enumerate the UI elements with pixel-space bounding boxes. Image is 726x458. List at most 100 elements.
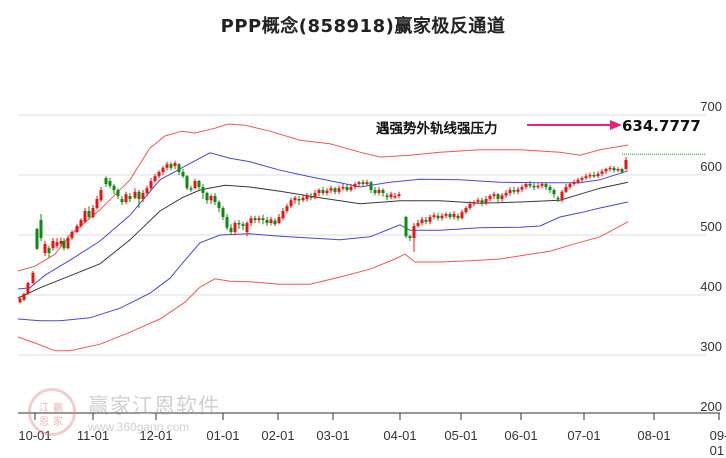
candle [440,213,444,221]
candle [297,196,301,205]
candle [31,271,35,285]
candle [468,201,472,210]
candle [22,292,26,301]
candle [624,157,628,171]
candle [185,175,189,190]
candle [261,214,265,225]
candle [572,179,576,186]
candle [428,214,432,225]
candle [124,191,128,204]
x-tick-label: 01-01 [206,428,240,443]
logo-char: 赢 [53,403,63,414]
candle [560,190,564,202]
candle [245,221,249,237]
annotation-value: 634.7777 [622,117,701,135]
candle [169,161,173,171]
candle [87,206,91,220]
candle [412,223,416,252]
candle [26,281,30,295]
candle [484,196,488,205]
candle [317,188,321,196]
watermark-text: 赢家江恩软件 [88,394,220,418]
candle [544,182,548,190]
candle [377,187,381,196]
candle [508,187,512,196]
candle [516,187,520,195]
candle [83,208,87,223]
logo-char: 恩 [39,417,49,428]
candle [556,196,560,202]
candle [381,188,385,197]
candle [225,214,229,231]
candle [492,191,496,199]
candle [59,237,63,247]
candle [39,214,43,241]
candle [241,221,245,231]
candle [128,193,132,202]
candle [70,230,74,240]
grid-lines [18,114,706,356]
candle [189,185,193,192]
candle [373,187,377,196]
candle [476,197,480,204]
candle [496,193,500,202]
y-tick-label: 300 [700,339,722,354]
candle [62,238,66,251]
candle [596,171,600,178]
y-tick-label: 400 [700,279,722,294]
candle [576,178,580,184]
outer-upper-line [17,123,629,272]
x-tick-label: 04-01 [383,428,417,443]
candle [153,173,157,183]
candle [528,181,532,189]
candle [448,212,452,220]
candle [404,215,408,238]
candle [341,184,345,191]
candle [568,182,572,190]
candle [612,166,616,173]
candle [385,193,389,201]
candle [229,224,233,235]
x-tick-label: 07-01 [567,428,601,443]
candle [504,190,508,198]
candle [305,193,309,202]
candle [472,200,476,207]
candle [512,187,516,195]
x-tick-label: 08-01 [637,428,671,443]
candle [289,197,293,208]
candle [389,191,393,199]
y-tick-label: 700 [700,99,722,114]
channel-bands [17,123,706,352]
candle [548,184,552,193]
outer-lower-line [17,221,629,352]
candle [604,167,608,174]
candle [616,167,620,172]
candle [337,185,341,195]
candle [18,297,22,304]
candle [416,220,420,228]
candle [460,209,464,220]
candle [35,227,39,250]
candle [532,183,536,190]
candle [333,187,337,195]
candle [221,206,225,220]
candle [145,185,149,196]
candle [273,218,277,226]
candle [181,169,185,178]
candle [552,188,556,198]
x-tick-label: 09-01 [709,428,726,458]
candle [173,160,177,169]
candle [66,236,70,250]
candle [201,184,205,199]
candle [369,181,373,193]
candle [620,167,624,174]
candle [397,191,401,198]
candle [588,172,592,179]
candle [420,217,424,226]
y-tick-label: 600 [700,159,722,174]
inner-upper-line [17,152,629,290]
candle [177,163,181,175]
candle [345,184,349,192]
x-tick-label: 11-01 [76,428,110,443]
candle [580,176,584,183]
